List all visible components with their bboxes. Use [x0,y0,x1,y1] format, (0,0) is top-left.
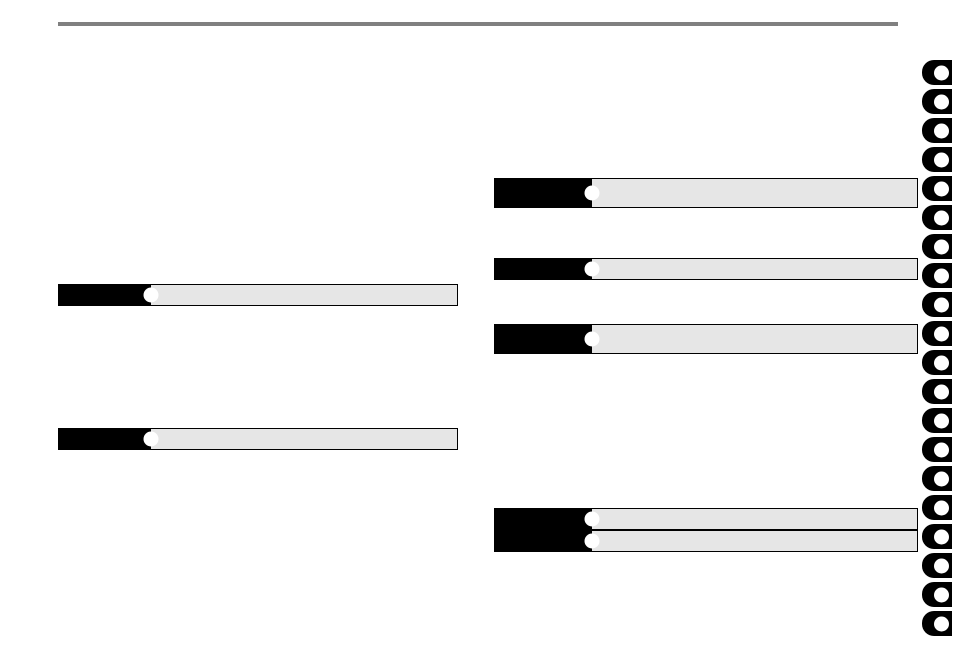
side-tab-8[interactable] [922,263,952,288]
slider-left-2[interactable] [58,428,458,450]
slider-right-3[interactable] [494,324,918,354]
side-tab-13[interactable] [922,408,952,433]
slider-thumb[interactable] [585,262,600,277]
side-tab-15[interactable] [922,466,952,491]
side-tab-20[interactable] [922,611,952,636]
side-tab-18[interactable] [922,553,952,578]
slider-fill [495,179,592,207]
slider-fill [59,285,151,305]
slider-thumb[interactable] [143,288,158,303]
side-tab-17[interactable] [922,524,952,549]
side-tab-2[interactable] [922,89,952,114]
top-divider [58,22,898,26]
side-tab-12[interactable] [922,379,952,404]
slider-thumb[interactable] [585,186,600,201]
side-tab-11[interactable] [922,350,952,375]
slider-fill [495,325,592,353]
side-tab-4[interactable] [922,147,952,172]
slider-fill [59,429,151,449]
slider-fill [495,259,592,279]
side-tab-1[interactable] [922,60,952,85]
side-tab-9[interactable] [922,292,952,317]
side-tab-6[interactable] [922,205,952,230]
slider-fill [495,531,592,551]
slider-thumb[interactable] [585,332,600,347]
side-tab-14[interactable] [922,437,952,462]
side-tab-7[interactable] [922,234,952,259]
slider-thumb[interactable] [585,534,600,549]
side-tab-5[interactable] [922,176,952,201]
side-tab-10[interactable] [922,321,952,346]
slider-right-5[interactable] [494,530,918,552]
side-tab-strip [922,60,954,640]
slider-right-1[interactable] [494,178,918,208]
side-tab-16[interactable] [922,495,952,520]
slider-left-1[interactable] [58,284,458,306]
side-tab-19[interactable] [922,582,952,607]
side-tab-3[interactable] [922,118,952,143]
slider-right-2[interactable] [494,258,918,280]
slider-right-4[interactable] [494,508,918,530]
slider-thumb[interactable] [585,512,600,527]
slider-thumb[interactable] [143,432,158,447]
slider-fill [495,509,592,529]
